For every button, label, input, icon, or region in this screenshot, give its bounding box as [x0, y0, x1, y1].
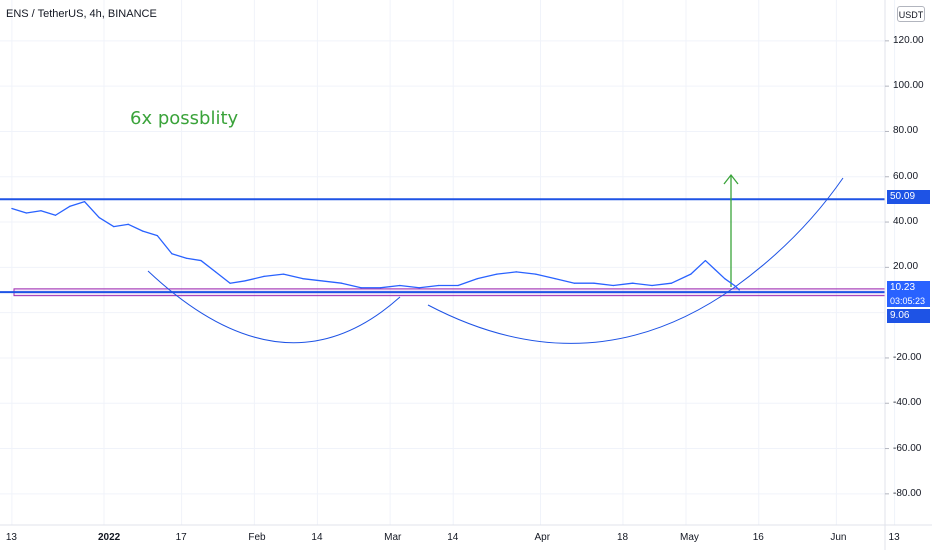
price-point	[670, 282, 673, 284]
price-point	[11, 207, 13, 210]
x-tick-label: Mar	[384, 532, 402, 543]
price-point	[40, 210, 42, 212]
x-tick-label: 2022	[98, 532, 121, 543]
target-arrow-head	[723, 173, 739, 185]
x-tick-label: 13	[5, 532, 17, 543]
price-point	[496, 273, 498, 275]
price-point	[457, 284, 459, 287]
price-point	[360, 287, 362, 289]
price-point	[738, 289, 740, 291]
cup-curve-left	[147, 270, 401, 344]
x-tick-label: 14	[311, 532, 323, 543]
price-point	[244, 280, 246, 282]
price-series-line	[11, 201, 740, 291]
price-point	[733, 284, 736, 287]
countdown-tag: 03:05:23	[887, 295, 930, 307]
price-point	[185, 257, 188, 259]
price-point	[25, 212, 27, 214]
price-point	[127, 223, 129, 225]
y-tick-label: 80.00	[893, 125, 919, 137]
price-point	[714, 269, 716, 271]
price-point	[438, 284, 440, 287]
y-tick-label: -40.00	[893, 397, 922, 409]
price-point	[593, 282, 595, 284]
price-point	[612, 284, 614, 287]
price-point	[98, 216, 100, 219]
price-point	[554, 278, 556, 280]
price-point	[142, 230, 144, 232]
price-point	[84, 201, 86, 203]
price-point	[113, 225, 115, 228]
y-tick-label: 100.00	[893, 80, 924, 92]
y-tick-label: 40.00	[893, 216, 919, 228]
price-point	[690, 273, 692, 275]
price-point	[171, 253, 173, 255]
price-point	[535, 273, 537, 275]
price-point	[573, 282, 576, 284]
price-point	[476, 278, 479, 280]
x-tick-label: 14	[447, 532, 459, 543]
price-point	[418, 287, 420, 289]
y-tick-label: -60.00	[893, 442, 922, 454]
x-tick-label: 13	[888, 532, 900, 543]
x-tick-label: 17	[175, 532, 187, 543]
y-tick-label: 120.00	[893, 34, 924, 46]
price-point	[399, 284, 401, 287]
price-point	[632, 282, 634, 284]
price-point	[302, 278, 304, 280]
y-tick-label: -20.00	[893, 351, 922, 363]
currency-button[interactable]: USDT	[897, 6, 925, 22]
price-point	[321, 280, 323, 282]
x-tick-label: Feb	[248, 532, 266, 543]
price-point	[379, 287, 382, 289]
price-point	[263, 275, 265, 278]
price-point	[704, 259, 707, 262]
price-point	[282, 273, 285, 275]
current-price-tag: 10.23	[887, 281, 930, 295]
price-point	[156, 235, 158, 237]
y-tick-label: 60.00	[893, 170, 919, 182]
price-point	[341, 282, 343, 284]
price-point	[214, 271, 217, 273]
lower-level-price-tag: 9.06	[887, 309, 930, 323]
y-tick-label: -80.00	[893, 487, 922, 499]
annotation-text[interactable]: 6x possblity	[130, 108, 239, 129]
price-point	[69, 205, 71, 207]
upper-level-price-tag: 50.09	[887, 190, 930, 204]
price-point	[200, 259, 202, 262]
price-point	[651, 284, 653, 287]
x-tick-label: 18	[616, 532, 629, 543]
x-tick-label: Apr	[534, 532, 551, 543]
price-point	[724, 278, 726, 280]
cup-curve-right	[427, 177, 844, 344]
x-tick-label: May	[680, 532, 699, 543]
x-tick-label: 16	[752, 532, 764, 543]
price-point	[515, 271, 517, 273]
price-point	[229, 282, 231, 284]
chart-title: ENS / TetherUS, 4h, BINANCE	[6, 8, 157, 20]
x-tick-label: Jun	[830, 532, 847, 543]
price-point	[54, 214, 57, 216]
y-tick-label: 20.00	[893, 261, 919, 273]
